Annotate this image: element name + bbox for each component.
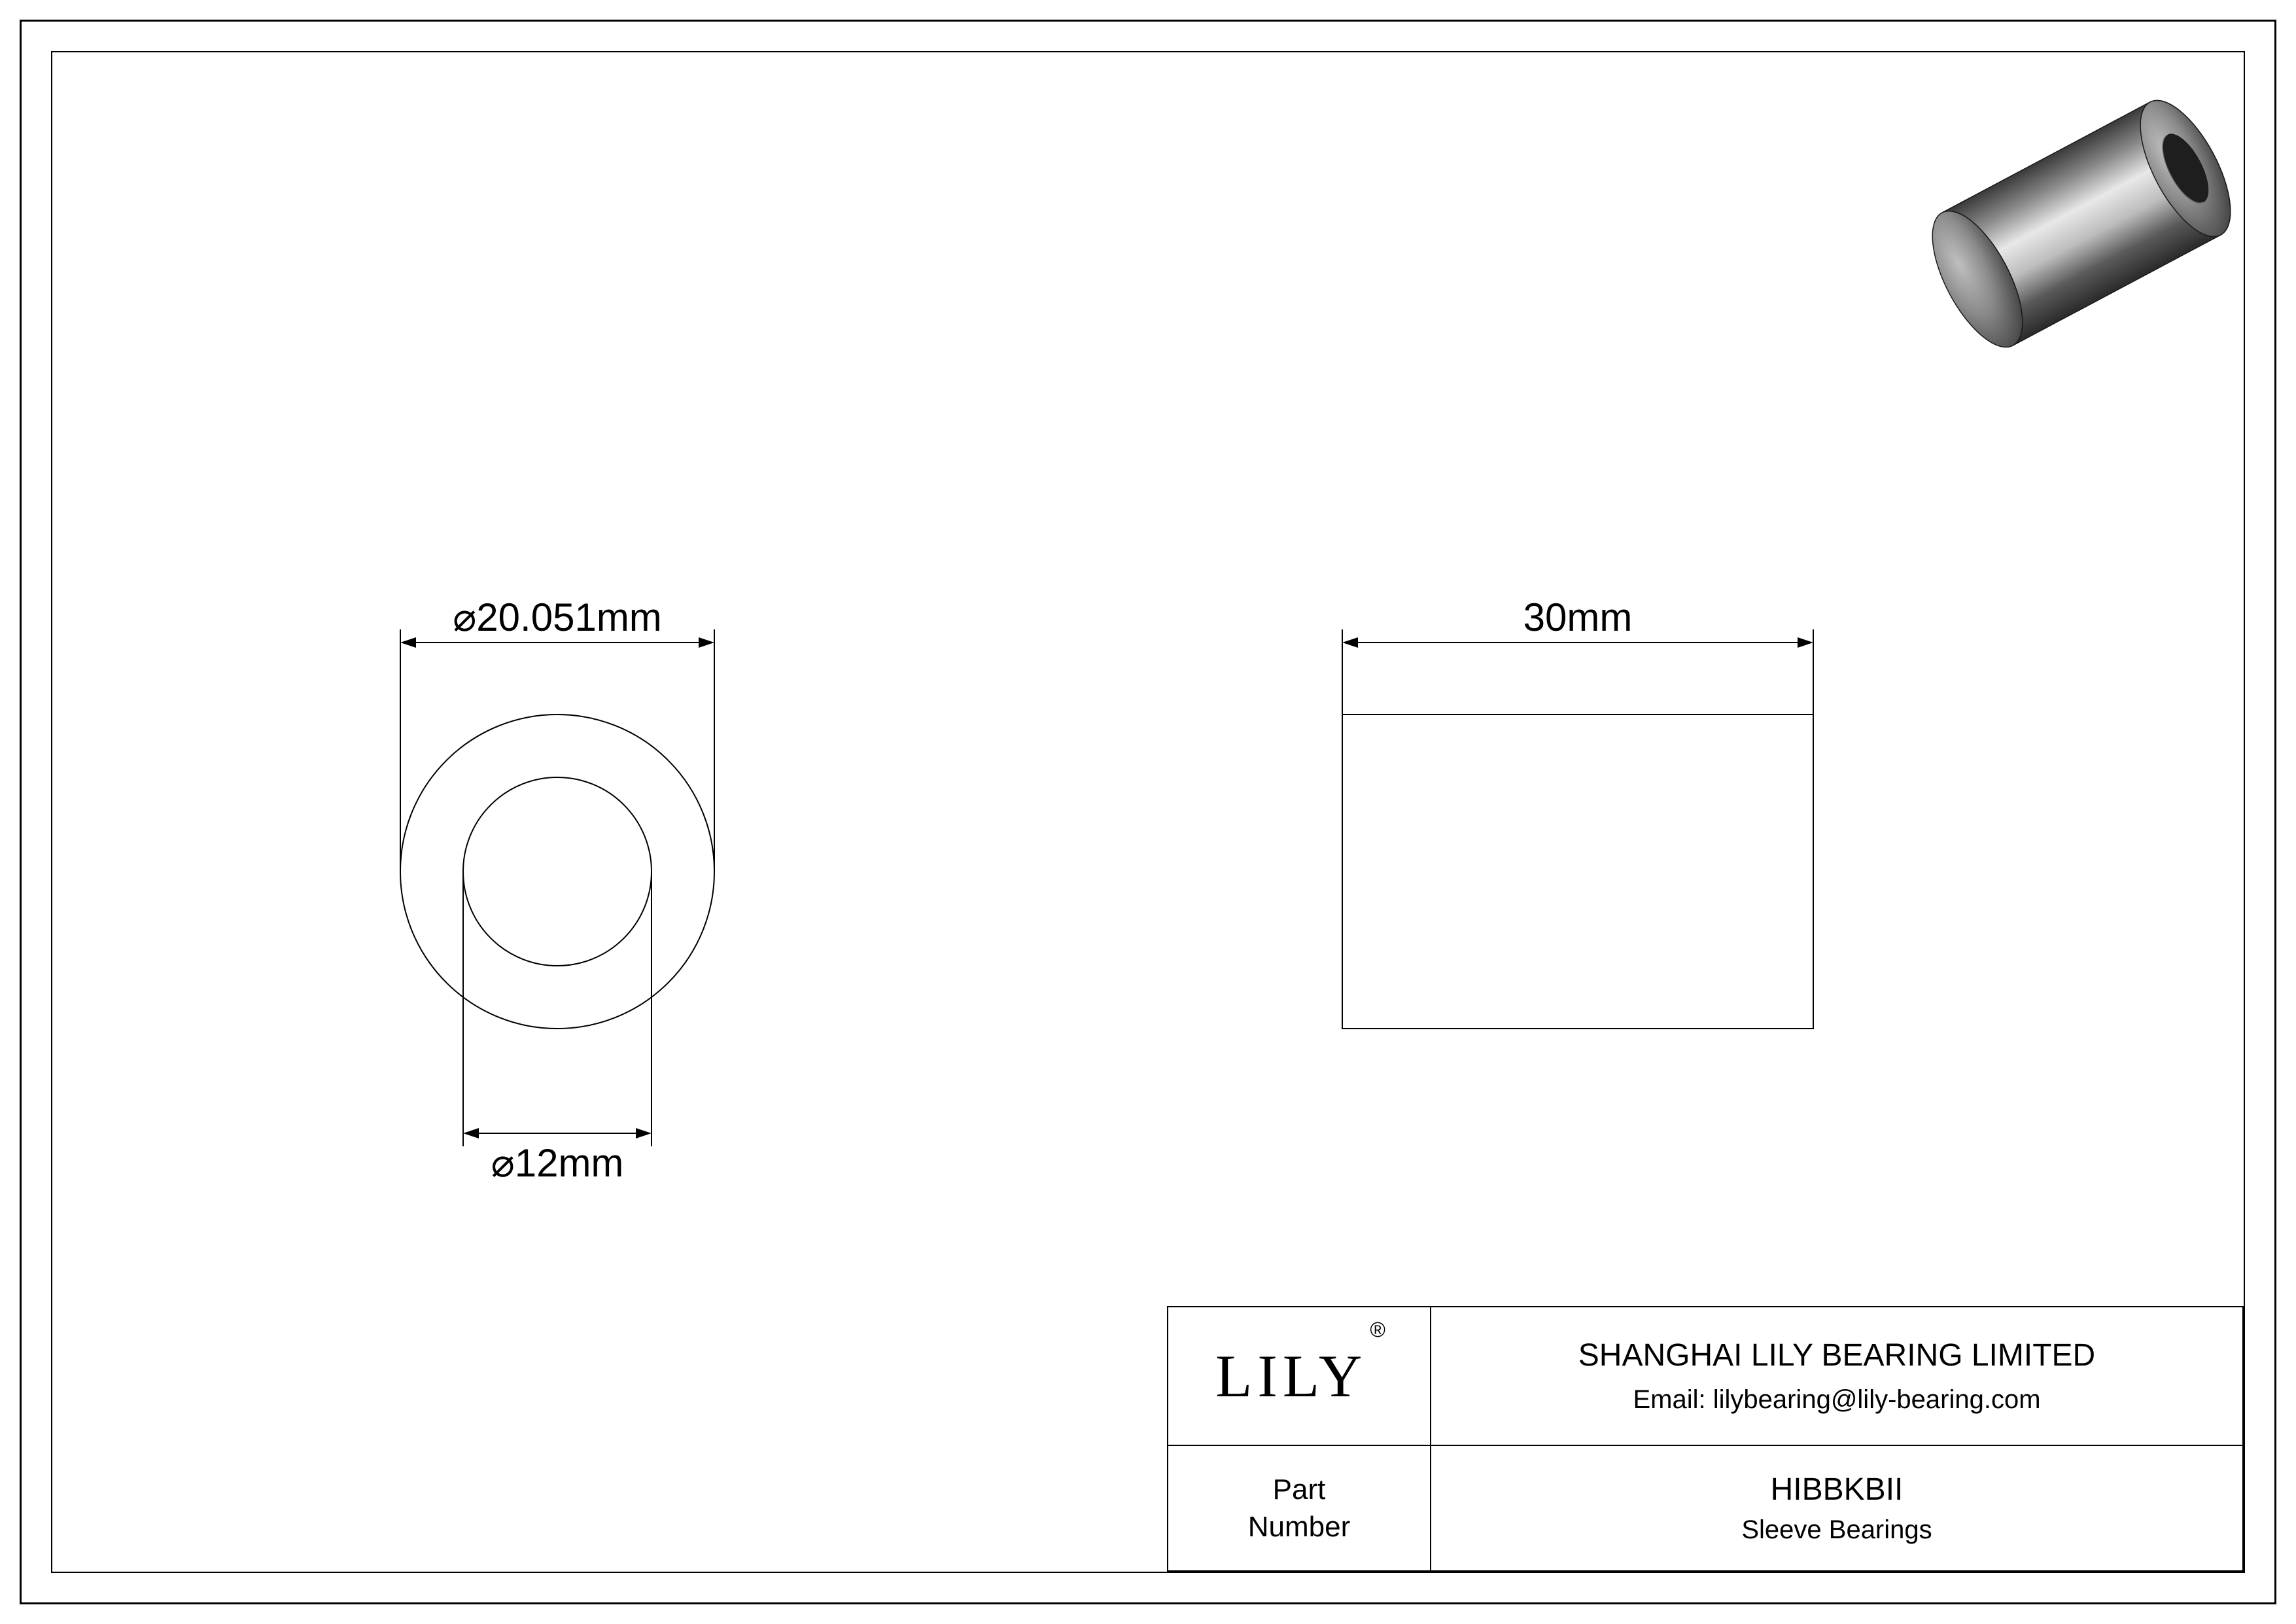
part-number-label-2: Number <box>1248 1511 1351 1543</box>
part-number-label-cell: Part Number <box>1168 1445 1431 1571</box>
logo-cell: LILY® <box>1168 1307 1431 1445</box>
company-email: Email: lilybearing@lily-bearing.com <box>1451 1385 2223 1415</box>
part-code: HIBBKBII <box>1451 1472 2223 1508</box>
company-name: SHANGHAI LILY BEARING LIMITED <box>1451 1337 2223 1373</box>
svg-text:⌀20.051mm: ⌀20.051mm <box>453 595 662 639</box>
logo-registered: ® <box>1370 1318 1385 1341</box>
title-block: LILY® SHANGHAI LILY BEARING LIMITED Emai… <box>1167 1306 2244 1572</box>
inner-frame: ⌀20.051mm ⌀12mm 30mm LILY® SHANGHAI LILY B… <box>51 51 2245 1573</box>
svg-text:⌀12mm: ⌀12mm <box>491 1141 624 1185</box>
part-number-value-cell: HIBBKBII Sleeve Bearings <box>1431 1445 2243 1571</box>
logo-text: LILY <box>1215 1343 1367 1409</box>
title-row-company: LILY® SHANGHAI LILY BEARING LIMITED Emai… <box>1168 1307 2243 1445</box>
part-description: Sleeve Bearings <box>1451 1515 2223 1545</box>
part-number-label-1: Part <box>1273 1474 1326 1506</box>
title-row-part: Part Number HIBBKBII Sleeve Bearings <box>1168 1445 2243 1571</box>
company-cell: SHANGHAI LILY BEARING LIMITED Email: lil… <box>1431 1307 2243 1445</box>
svg-text:30mm: 30mm <box>1523 595 1633 639</box>
